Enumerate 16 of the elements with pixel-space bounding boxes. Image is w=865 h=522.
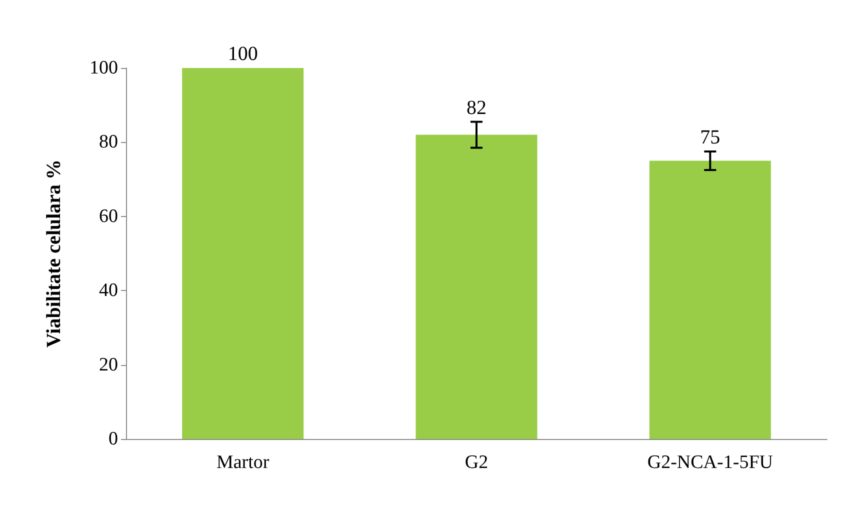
y-tick-label: 100	[90, 58, 118, 78]
y-tick-label: 80	[99, 132, 118, 153]
y-axis-title: Viabilitate celulara %	[43, 159, 65, 348]
data-label: 75	[700, 126, 720, 148]
bar	[416, 134, 538, 439]
data-label: 82	[466, 96, 486, 119]
x-tick-label: Martor	[216, 452, 270, 473]
x-tick-label: G2-NCA-1-5FU	[647, 452, 774, 473]
y-tick-label: 0	[108, 428, 118, 450]
y-tick-label: 60	[99, 206, 118, 227]
data-label: 100	[228, 43, 258, 65]
x-tick-label: G2	[464, 452, 488, 473]
bar	[649, 160, 771, 439]
y-tick-label: 40	[99, 280, 118, 302]
bar	[182, 68, 304, 439]
y-tick-label: 20	[99, 354, 118, 376]
